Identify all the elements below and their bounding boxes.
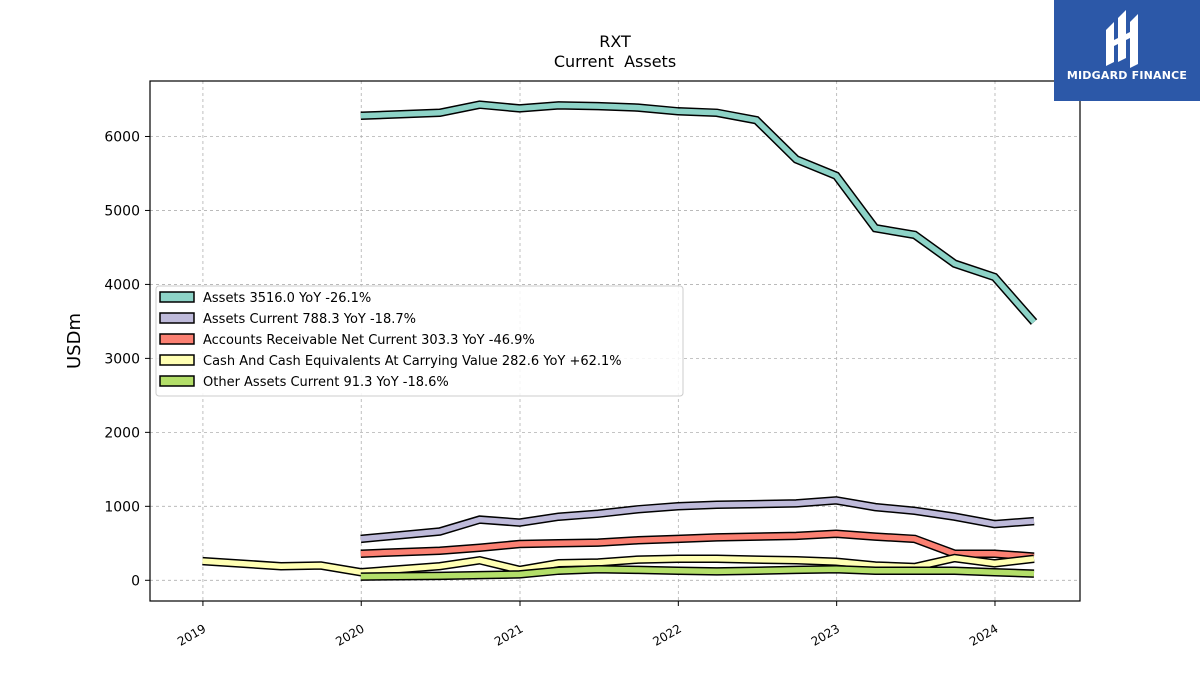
y-tick-label: 1000 <box>104 499 140 515</box>
y-axis-label: USDm <box>64 313 85 369</box>
legend: Assets 3516.0 YoY -26.1% Assets Current 7… <box>155 285 684 397</box>
y-tick-label: 4000 <box>104 277 140 293</box>
legend-entry: Accounts Receivable Net Current 303.3 Yo… <box>203 333 535 348</box>
legend-swatch <box>159 354 195 366</box>
plot-frame <box>149 80 1081 602</box>
series-line <box>360 530 1035 560</box>
y-tick-label: 6000 <box>104 129 140 145</box>
legend-swatch <box>159 333 195 345</box>
legend-swatch <box>159 291 195 303</box>
legend-box <box>155 285 684 397</box>
y-tick-label: 5000 <box>104 203 140 219</box>
brand-name: MIDGARD FINANCE <box>1066 69 1188 82</box>
y-tick-label: 0 <box>131 573 140 589</box>
legend-entry: Other Assets Current 91.3 YoY -18.6% <box>203 375 449 390</box>
y-tick-label: 2000 <box>104 425 140 441</box>
series-line <box>360 101 1037 324</box>
legend-swatch <box>159 312 195 324</box>
y-tick-label: 3000 <box>104 351 140 367</box>
series-line <box>360 497 1035 542</box>
legend-entry: Assets 3516.0 YoY -26.1% <box>203 291 371 306</box>
chart-subtitle: Current Assets <box>554 52 676 71</box>
brand-logo: MIDGARD FINANCE <box>1054 0 1200 101</box>
midgard-logo-icon <box>1106 10 1138 68</box>
series-line <box>360 566 1035 580</box>
legend-swatch <box>159 375 195 387</box>
legend-entry: Assets Current 788.3 YoY -18.7% <box>203 312 416 327</box>
legend-entry: Cash And Cash Equivalents At Carrying Va… <box>203 354 622 369</box>
chart-title: RXT <box>599 32 631 51</box>
